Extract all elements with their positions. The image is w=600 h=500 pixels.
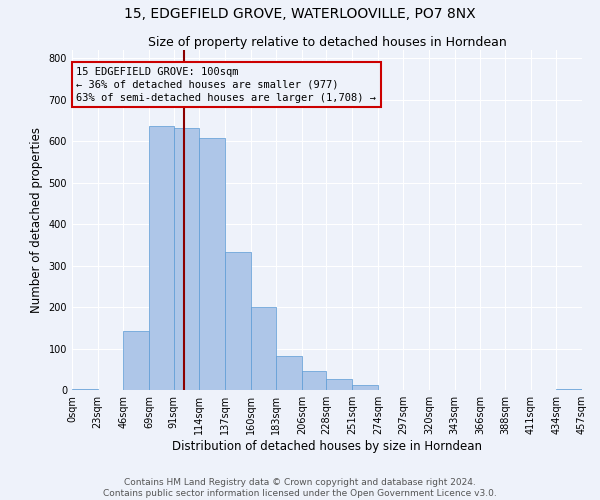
Bar	[326, 379, 352, 390]
Bar	[352, 385, 378, 390]
Bar	[251, 307, 276, 390]
Bar	[124, 330, 149, 390]
Bar	[149, 126, 173, 390]
Bar	[199, 138, 225, 390]
Bar	[225, 252, 251, 390]
Text: 15 EDGEFIELD GROVE: 100sqm
← 36% of detached houses are smaller (977)
63% of sem: 15 EDGEFIELD GROVE: 100sqm ← 36% of deta…	[76, 66, 376, 103]
Text: Contains HM Land Registry data © Crown copyright and database right 2024.
Contai: Contains HM Land Registry data © Crown c…	[103, 478, 497, 498]
Bar	[72, 389, 98, 390]
Bar	[302, 371, 326, 390]
Y-axis label: Number of detached properties: Number of detached properties	[30, 127, 43, 313]
Bar	[276, 356, 302, 390]
Bar	[556, 389, 582, 390]
Title: Size of property relative to detached houses in Horndean: Size of property relative to detached ho…	[148, 36, 506, 49]
Bar	[173, 128, 199, 390]
Text: 15, EDGEFIELD GROVE, WATERLOOVILLE, PO7 8NX: 15, EDGEFIELD GROVE, WATERLOOVILLE, PO7 …	[124, 8, 476, 22]
X-axis label: Distribution of detached houses by size in Horndean: Distribution of detached houses by size …	[172, 440, 482, 453]
